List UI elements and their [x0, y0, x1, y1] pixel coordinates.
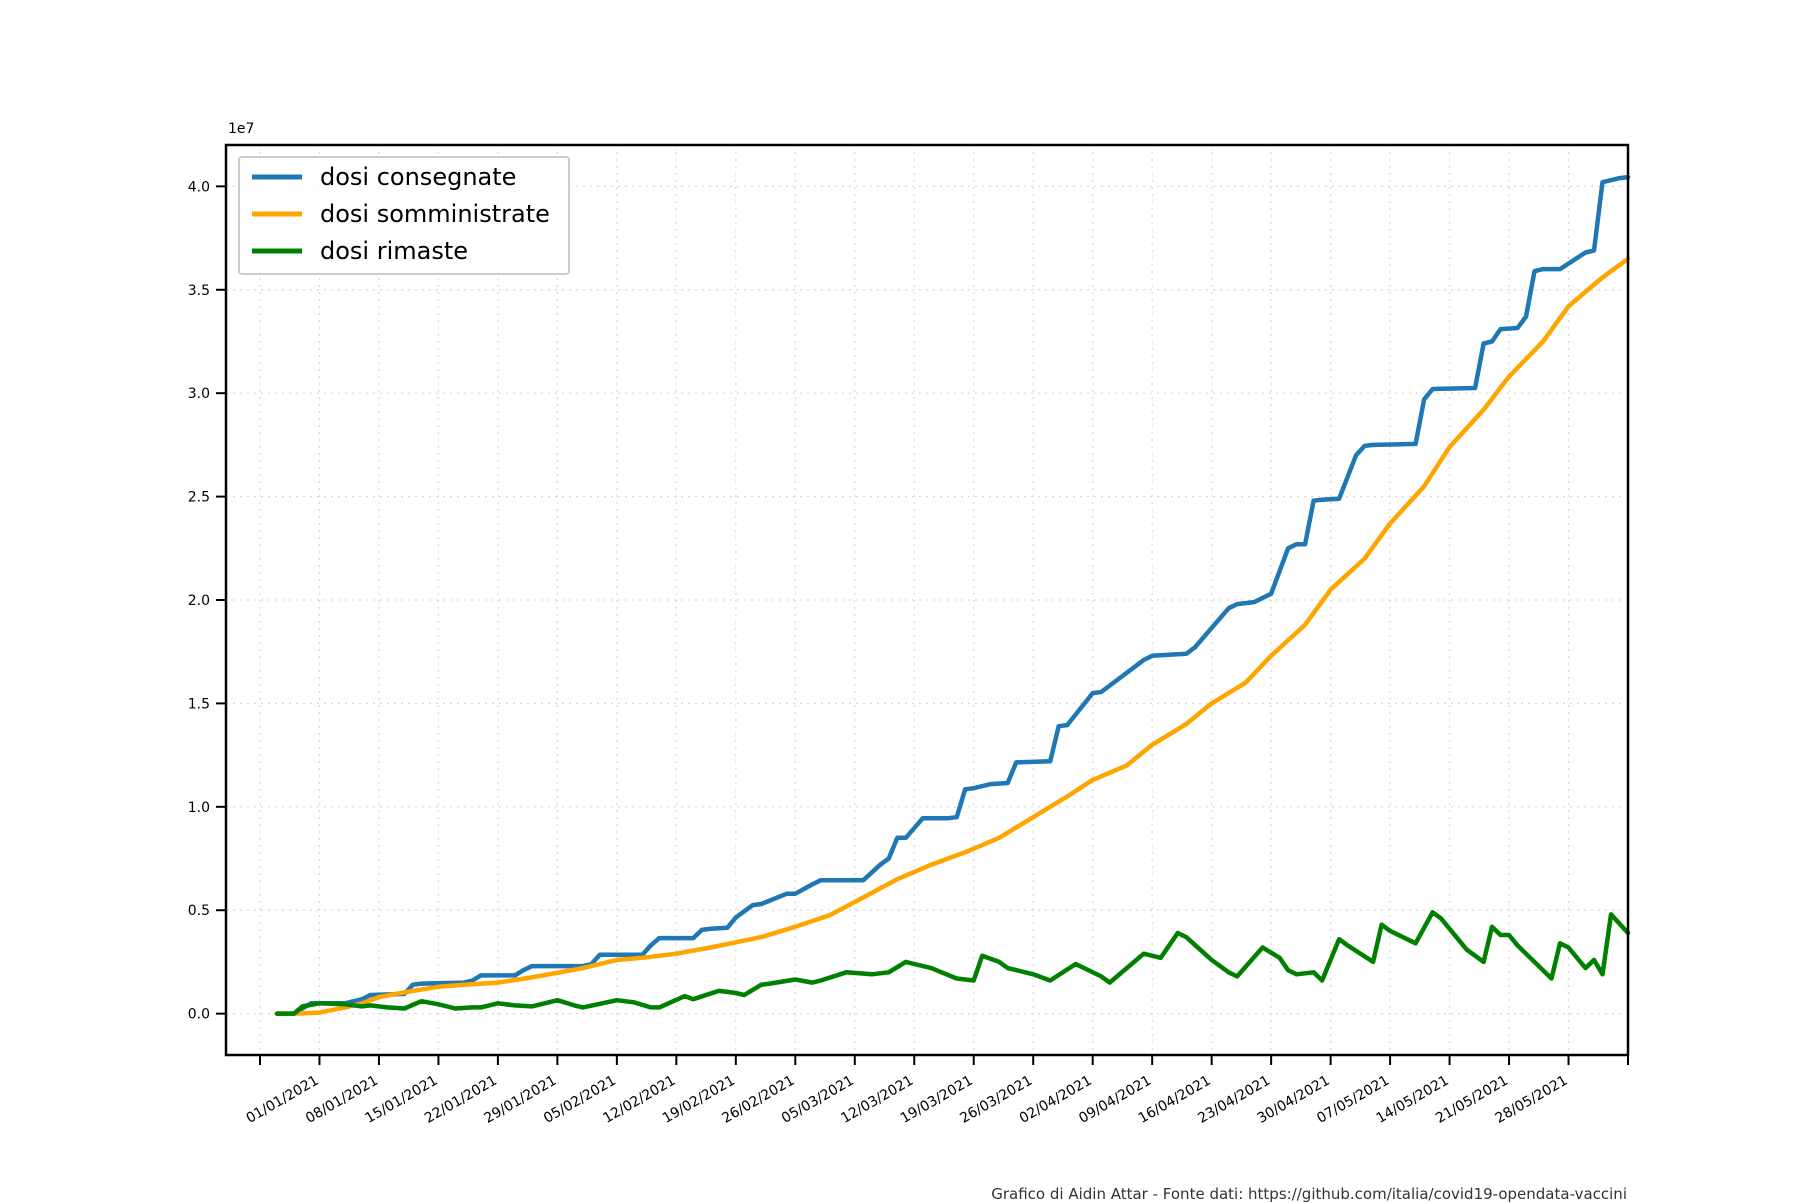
- y-tick-label: 2.0: [188, 593, 210, 609]
- legend-label: dosi somministrate: [320, 200, 550, 228]
- series-layer: [274, 174, 1631, 1016]
- legend-label: dosi consegnate: [320, 163, 516, 191]
- series-line-dosi-rimaste: [274, 910, 1631, 1016]
- y-tick-label: 3.5: [188, 283, 210, 299]
- series-line-dosi-consegnate: [274, 174, 1631, 1016]
- y-tick-label: 2.5: [188, 490, 210, 506]
- legend: dosi consegnate dosi somministrate dosi ri…: [238, 156, 570, 275]
- legend-box: [238, 156, 570, 275]
- y-tick-label: 3.0: [188, 386, 210, 402]
- grid: [226, 145, 1629, 1055]
- series-line-dosi-somministrate: [274, 256, 1631, 1016]
- legend-label: dosi rimaste: [320, 237, 468, 265]
- y-tick-label: 1.0: [188, 800, 210, 816]
- y-offset-label: 1e7: [228, 121, 254, 137]
- y-tick-label: 1.5: [188, 696, 210, 712]
- y-tick-label: 0.0: [188, 1007, 210, 1023]
- footer-credit: Grafico di Aidin Attar - Fonte dati: htt…: [991, 1185, 1627, 1203]
- y-tick-label: 4.0: [188, 179, 210, 195]
- y-axis: 0.0 0.5 1.0 1.5 2.0 2.5 3.0 3.5 4.0: [188, 179, 226, 1023]
- y-tick-label: 0.5: [188, 903, 210, 919]
- x-axis: 01/01/202108/01/202115/01/202122/01/2021…: [244, 1055, 1629, 1127]
